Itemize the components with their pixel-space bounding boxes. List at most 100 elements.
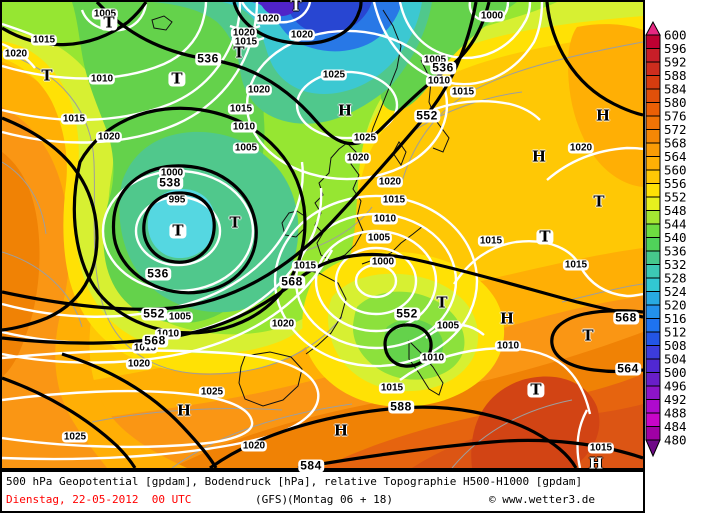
scale-segment	[645, 210, 661, 225]
scale-segment	[645, 250, 661, 265]
low-center-letter: T	[169, 223, 187, 239]
model-run: (Montag 06 + 18)	[287, 493, 393, 506]
pressure-label: 1015	[380, 194, 408, 206]
pressure-label: 995	[166, 194, 188, 206]
high-center-letter: H	[333, 421, 349, 440]
scale-tick-label: 484	[664, 419, 687, 434]
scale-segment	[645, 426, 661, 441]
pressure-label: 1020	[230, 27, 258, 39]
map-panel: 1005 1015 1020 1010 1015 1020 1020 1020 1015 1020…	[0, 0, 645, 473]
low-center-letter: T	[593, 192, 605, 211]
pressure-label: 1000	[478, 10, 506, 22]
scale-tick-label: 600	[664, 28, 687, 43]
low-center-letter: T	[100, 15, 118, 31]
scale-segment	[645, 102, 661, 117]
scale-segment	[645, 345, 661, 360]
pressure-label: 1005	[421, 54, 449, 66]
scale-segment	[645, 196, 661, 211]
pressure-label: 1020	[288, 29, 316, 41]
low-center-letter: T	[582, 326, 594, 345]
high-center-letter: H	[176, 401, 192, 420]
geopotential-label: 568	[142, 333, 168, 348]
scale-segment	[645, 34, 661, 49]
scale-segment	[645, 237, 661, 252]
pressure-label: 1010	[230, 121, 258, 133]
high-center-letter: H	[337, 101, 353, 120]
low-center-letter: T	[290, 0, 302, 15]
scale-tick-label: 520	[664, 298, 687, 313]
pressure-label: 1025	[198, 386, 226, 398]
model-name: (GFS)	[255, 493, 289, 506]
pressure-label: 1015	[30, 34, 58, 46]
scale-tick-label: 564	[664, 149, 687, 164]
geopotential-label: 538	[157, 175, 183, 190]
geopotential-label: 552	[141, 306, 167, 321]
scale-segment	[645, 129, 661, 144]
scale-segment	[645, 291, 661, 306]
scale-segment	[645, 183, 661, 198]
scale-tick-label: 592	[664, 55, 687, 70]
scale-tick-label: 488	[664, 406, 687, 421]
color-scale-svg: 6005965925885845805765725685645605565525…	[645, 20, 687, 458]
scale-segment	[645, 385, 661, 400]
scale-segment	[645, 169, 661, 184]
scale-segment	[645, 331, 661, 346]
scale-tick-label: 492	[664, 392, 687, 407]
pressure-label: 1020	[254, 13, 282, 25]
low-center-letter: T	[436, 293, 448, 312]
scale-arrow	[645, 439, 661, 458]
pressure-label: 1000	[158, 167, 186, 179]
pressure-label: 1025	[351, 132, 379, 144]
weather-map-svg	[2, 2, 643, 468]
scale-segment	[645, 412, 661, 427]
geopotential-label: 552	[394, 306, 420, 321]
scale-segment	[645, 399, 661, 414]
scale-segment	[645, 48, 661, 63]
pressure-label: 1020	[344, 152, 372, 164]
scale-tick-label: 524	[664, 284, 687, 299]
scale-segment	[645, 304, 661, 319]
pressure-label: 1020	[269, 318, 297, 330]
scale-tick-label: 556	[664, 176, 687, 191]
valid-datetime: Dienstag, 22-05-2012 00 UTC	[6, 493, 192, 506]
pressure-label: 1010	[494, 340, 522, 352]
pressure-label: 1015	[131, 342, 159, 354]
low-center-letter: T	[233, 43, 245, 62]
scale-tick-label: 568	[664, 136, 687, 151]
scale-tick-label: 528	[664, 271, 687, 286]
low-center-letter: T	[527, 382, 545, 398]
scale-segment	[645, 372, 661, 387]
scale-tick-label: 504	[664, 352, 687, 367]
pressure-label: 1015	[60, 113, 88, 125]
high-center-letter: H	[531, 147, 547, 166]
geopotential-label: 536	[430, 60, 456, 75]
scale-tick-label: 584	[664, 82, 687, 97]
scale-tick-label: 548	[664, 203, 687, 218]
pressure-label: 1005	[91, 8, 119, 20]
scale-segment	[645, 75, 661, 90]
scale-segment	[645, 358, 661, 373]
chart-title: 500 hPa Geopotential [gpdam], Bodendruck…	[6, 475, 583, 488]
low-center-letter: T	[536, 229, 554, 245]
pressure-label: 1020	[376, 176, 404, 188]
pressure-label: 1010	[419, 352, 447, 364]
pressure-label: 1005	[365, 232, 393, 244]
scale-tick-label: 512	[664, 325, 687, 340]
pressure-label: 1020	[2, 48, 30, 60]
geopotential-label: 584	[298, 458, 324, 473]
low-center-letter: T	[41, 66, 53, 85]
scale-segment	[645, 142, 661, 157]
geopotential-label: 564	[615, 361, 641, 376]
geopotential-label: 536	[145, 266, 171, 281]
copyright: © www.wetter3.de	[489, 493, 595, 506]
scale-tick-label: 516	[664, 311, 687, 326]
pressure-label: 1010	[154, 328, 182, 340]
scale-tick-label: 544	[664, 217, 687, 232]
pressure-label: 1010	[371, 213, 399, 225]
pressure-label: 1015	[232, 36, 260, 48]
scale-arrow	[645, 20, 661, 36]
pressure-label: 1015	[291, 260, 319, 272]
pressure-label: 1015	[562, 259, 590, 271]
scale-segment	[645, 223, 661, 238]
